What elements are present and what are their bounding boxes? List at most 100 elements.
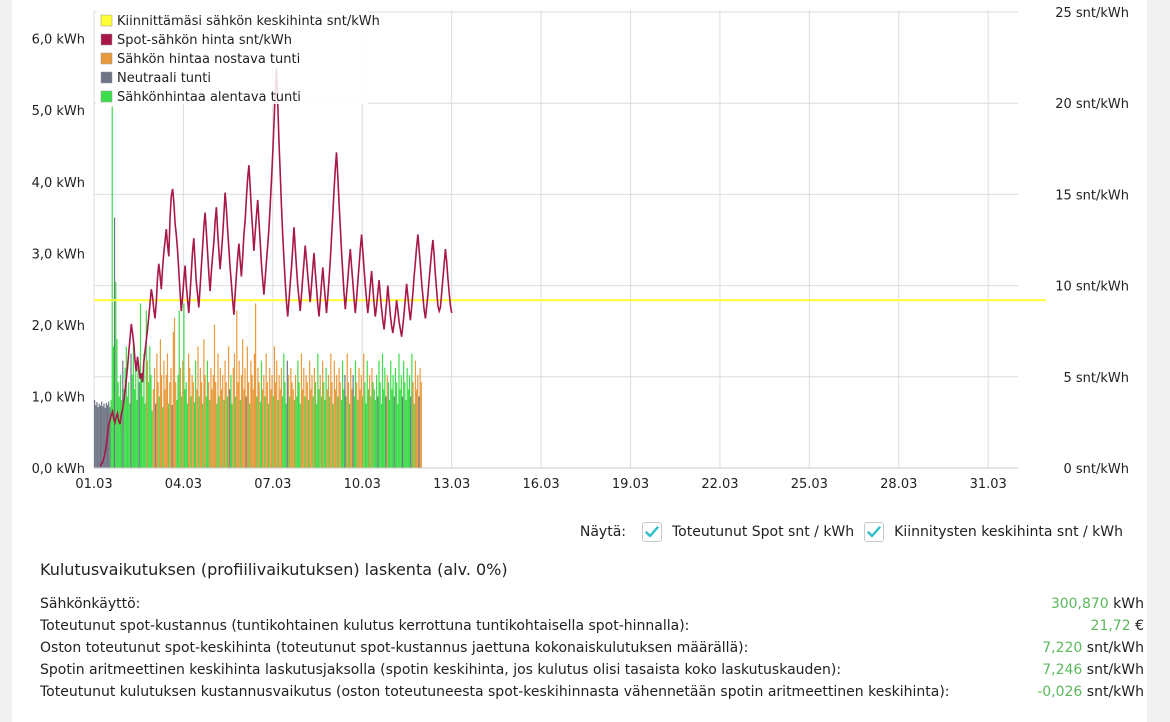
bar-lowering [133, 389, 136, 468]
bar-lowering [202, 403, 204, 468]
bar-lowering [283, 353, 285, 468]
bar-raising [279, 389, 281, 468]
bar-raising [311, 374, 313, 468]
legend-swatch [100, 71, 113, 84]
value-unit: snt/kWh [1086, 684, 1144, 700]
bar-lowering [112, 346, 115, 468]
bar-lowering [230, 374, 232, 468]
calc-row-label: Toteutunut kulutuksen kustannusvaikutus … [40, 684, 950, 700]
bar-raising [269, 367, 271, 468]
chart-legend: Kiinnittämäsi sähkön keskihinta snt/kWh S… [96, 10, 380, 105]
bar-raising [266, 382, 268, 468]
left-tick-label: 6,0 kWh [32, 33, 85, 48]
calc-row-value: 7,246 snt/kWh [1042, 659, 1144, 681]
bar-lowering [239, 400, 241, 468]
bar-lowering [176, 400, 178, 468]
calc-row-value: 7,220 snt/kWh [1042, 637, 1144, 659]
bar-lowering [343, 389, 345, 468]
bar-raising [247, 382, 250, 468]
calc-row-label: Toteutunut spot-kustannus (tuntikohtaine… [40, 618, 690, 634]
x-tick-label: 22.03 [701, 477, 738, 492]
bar-raising [200, 382, 203, 468]
bar-raising [182, 360, 184, 468]
bar-raising [236, 310, 238, 468]
bar-raising [212, 374, 214, 468]
bar-lowering [361, 396, 364, 468]
bar-neutral [352, 374, 354, 468]
bar-lowering [293, 400, 295, 468]
bar-lowering [132, 339, 134, 468]
value-number: 7,246 [1042, 662, 1083, 678]
profile-effect-calculation: Kulutusvaikutuksen (profiilivaikutuksen)… [40, 560, 1144, 703]
legend-swatch [100, 90, 113, 103]
bar-raising [215, 382, 217, 468]
bar-lowering [190, 396, 192, 468]
legend-label: Neutraali tunti [117, 71, 211, 86]
x-tick-label: 13.03 [433, 477, 470, 492]
bar-raising [232, 367, 234, 468]
bar-lowering [394, 367, 397, 468]
bar-raising [309, 360, 311, 468]
bar-raising [359, 389, 361, 468]
bar-lowering [324, 400, 326, 468]
x-tick-label: 04.03 [165, 477, 202, 492]
bar-raising [238, 360, 240, 468]
bar-raising [290, 367, 292, 468]
toggle-spot-price[interactable]: Toteutunut Spot snt / kWh [642, 522, 854, 542]
bar-lowering [314, 382, 317, 468]
value-unit: snt/kWh [1086, 662, 1144, 678]
left-tick-label: 0,0 kWh [32, 462, 85, 477]
calc-row: Toteutunut kulutuksen kustannusvaikutus … [40, 681, 1144, 703]
bar-lowering [296, 396, 298, 468]
bar-lowering [357, 400, 359, 468]
checkbox-fixed-price[interactable] [864, 522, 885, 542]
bar-neutral [377, 396, 379, 468]
x-tick-label: 16.03 [522, 477, 559, 492]
bar-raising [338, 367, 340, 468]
bar-raising [368, 374, 371, 468]
value-number: -0,026 [1037, 684, 1083, 700]
check-icon [867, 526, 881, 538]
bar-neutral [286, 360, 288, 468]
legend-label: Sähkönhintaa alentava tunti [117, 90, 301, 105]
bar-lowering [145, 310, 147, 468]
bar-neutral [130, 353, 132, 468]
bar-lowering [205, 396, 207, 468]
bar-neutral [122, 360, 124, 468]
bar-neutral [94, 400, 96, 468]
bar-lowering [131, 374, 133, 468]
bar-raising [270, 389, 272, 468]
bar-lowering [277, 400, 279, 468]
bar-raising [220, 389, 223, 468]
bar-lowering [367, 389, 370, 468]
bar-lowering [413, 403, 415, 468]
bar-neutral [99, 405, 102, 468]
bar-raising [327, 374, 330, 468]
bar-raising [350, 367, 352, 468]
bar-lowering [135, 360, 137, 468]
bar-lowering [390, 360, 392, 468]
bar-raising [273, 346, 276, 468]
bar-raising [371, 367, 373, 468]
bar-lowering [404, 382, 406, 468]
checkbox-spot-price[interactable] [642, 522, 662, 542]
bar-raising [196, 389, 198, 468]
bar-lowering [128, 382, 130, 468]
bar-raising [302, 389, 304, 468]
calc-row-value: 21,72 € [1091, 615, 1144, 637]
right-tick-label: 15 snt/kWh [1055, 188, 1129, 203]
bar-lowering [354, 360, 357, 468]
toggle-fixed-price[interactable]: Kiinnitysten keskihinta snt / kWh [864, 522, 1123, 542]
bar-raising [306, 382, 308, 468]
value-unit: € [1135, 618, 1144, 634]
bar-neutral [108, 401, 110, 468]
bar-lowering [312, 396, 314, 468]
toggle-spot-price-label: Toteutunut Spot snt / kWh [672, 524, 855, 540]
x-tick-label: 01.03 [75, 477, 112, 492]
bar-raising [417, 374, 419, 468]
bar-neutral [138, 382, 140, 468]
bar-lowering [388, 400, 391, 468]
bar-lowering [299, 403, 301, 468]
calc-title: Kulutusvaikutuksen (profiilivaikutuksen)… [40, 560, 508, 579]
bar-raising [346, 353, 348, 468]
